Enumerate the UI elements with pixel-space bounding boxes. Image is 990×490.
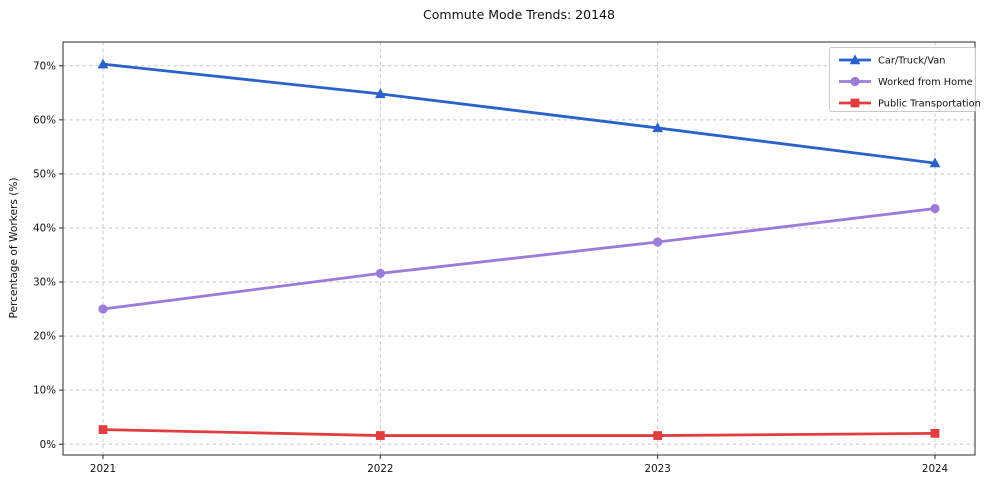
triangle-marker	[929, 157, 941, 168]
triangle-marker	[374, 88, 386, 99]
x-tick-label: 2023	[645, 463, 671, 475]
legend-box	[829, 47, 976, 112]
legend-label: Public Transportation	[878, 98, 981, 109]
square-marker	[930, 428, 940, 438]
legend-item: Public Transportation	[839, 98, 981, 109]
circle-marker	[653, 237, 663, 247]
square-marker	[98, 425, 108, 434]
y-tick-label: 30%	[33, 277, 56, 289]
y-tick-label: 10%	[33, 385, 56, 397]
chart-title: Commute Mode Trends: 20148	[423, 7, 615, 22]
x-tick-label: 2022	[367, 463, 393, 475]
y-tick-label: 20%	[33, 331, 56, 343]
square-marker	[375, 431, 385, 440]
triangle-marker	[849, 54, 861, 65]
y-tick-label: 40%	[33, 223, 56, 235]
triangle-marker	[652, 122, 664, 133]
circle-marker	[850, 76, 860, 87]
series-line	[101, 62, 937, 165]
square-marker	[653, 431, 663, 440]
legend-item: Car/Truck/Van	[839, 54, 945, 66]
legend: Car/Truck/Van Worked from Home Public Tran…	[829, 47, 981, 112]
circle-marker	[375, 268, 385, 278]
y-axis-label: Percentage of Workers (%)	[8, 177, 20, 319]
x-tick-label: 2024	[922, 463, 948, 475]
series-public-transportation	[98, 425, 940, 440]
plot-spines	[62, 41, 976, 456]
series-car-truck-van	[97, 58, 941, 168]
circle-marker	[98, 304, 108, 314]
triangle-marker	[97, 58, 109, 69]
legend-item: Worked from Home	[839, 76, 973, 88]
square-marker	[850, 98, 860, 108]
x-tick-label: 2021	[90, 463, 116, 475]
series-line	[101, 428, 937, 437]
legend-label: Worked from Home	[878, 77, 973, 88]
y-tick-label: 0%	[40, 439, 57, 451]
legend-label: Car/Truck/Van	[878, 55, 945, 66]
y-tick-label: 70%	[33, 60, 56, 72]
series-line	[101, 207, 937, 311]
y-tick-label: 60%	[33, 114, 56, 126]
circle-marker	[930, 203, 940, 214]
y-tick-label: 50%	[33, 169, 56, 181]
series-worked-from-home	[98, 203, 940, 314]
